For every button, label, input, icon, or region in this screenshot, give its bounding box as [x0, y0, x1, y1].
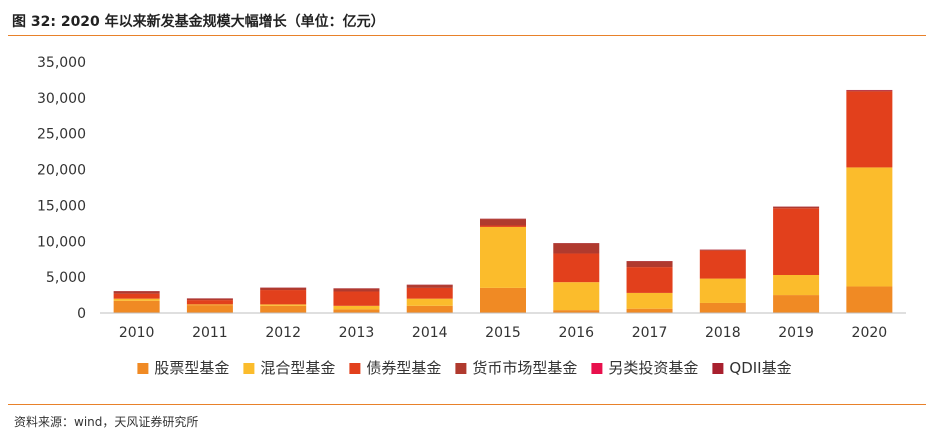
bar-segment	[186, 298, 233, 301]
legend-label: 股票型基金	[154, 359, 229, 377]
legend-swatch	[712, 363, 724, 374]
bar-segment	[553, 253, 600, 283]
bar-segment	[773, 295, 820, 313]
legend-label: 债券型基金	[366, 359, 441, 377]
bar-segment	[553, 243, 600, 254]
y-tick-label: 10,000	[37, 234, 86, 250]
chart-area: 0 5,000 10,000 15,000 20,000 25,000 30,000 35,0…	[0, 40, 934, 400]
bar-segment	[699, 278, 746, 303]
y-tick-label: 0	[77, 306, 86, 322]
bar-segment	[406, 287, 453, 299]
bar-segment	[699, 249, 746, 251]
x-tick-label: 2014	[412, 325, 448, 341]
legend-label: QDII基金	[729, 359, 791, 377]
bar-segment	[626, 292, 673, 309]
bar-segment	[260, 287, 307, 291]
bar-segment	[699, 250, 746, 279]
bar-segment	[260, 304, 307, 306]
bar-segment	[333, 291, 380, 306]
x-tick-label: 2013	[339, 325, 375, 341]
stacked-bar-chart: 0 5,000 10,000 15,000 20,000 25,000 30,000 35,0…	[37, 55, 906, 377]
y-tick-label: 25,000	[37, 127, 86, 143]
bar-segment	[113, 298, 160, 301]
bar-segment	[333, 305, 380, 310]
bar-segment	[699, 302, 746, 313]
figure-title: 图 32: 2020 年以来新发基金规模大幅增长（单位：亿元）	[12, 14, 385, 30]
bar-segment	[113, 291, 160, 294]
legend-swatch	[591, 363, 603, 374]
legend-swatch	[137, 363, 149, 374]
source-note: 资料来源：wind，天风证券研究所	[14, 415, 199, 429]
x-tick-label: 2015	[485, 325, 521, 341]
bar-segment	[480, 226, 526, 288]
bar-segment	[846, 89, 893, 91]
bar-segment	[480, 287, 526, 313]
bar-segment	[773, 274, 820, 296]
bar-segment	[626, 308, 673, 313]
bar-segment	[186, 304, 233, 306]
bar-segment	[260, 290, 307, 305]
bar-segment	[846, 286, 893, 313]
x-tick-label: 2017	[632, 325, 668, 341]
bar-segment	[480, 219, 526, 226]
bar-segment	[406, 285, 453, 288]
bar-segment	[553, 282, 600, 311]
x-axis: 2010 2011 2012 2013 2014 2015 2016 2017 2018 2019…	[100, 312, 906, 341]
legend-swatch	[243, 363, 255, 374]
bar-segment	[773, 208, 820, 275]
figure-header: 图 32: 2020 年以来新发基金规模大幅增长（单位：亿元）	[8, 6, 926, 36]
y-tick-label: 35,000	[37, 55, 86, 71]
bar-segment	[846, 90, 893, 92]
bar-segment	[406, 298, 453, 306]
legend-swatch	[349, 363, 361, 374]
x-tick-label: 2016	[558, 325, 594, 341]
bar-segment	[773, 206, 820, 209]
bar-segment	[626, 261, 673, 268]
y-tick-label: 20,000	[37, 163, 86, 179]
legend-label: 货币市场型基金	[472, 359, 577, 377]
y-axis: 0 5,000 10,000 15,000 20,000 25,000 30,000 35,0…	[37, 55, 86, 322]
bar-segment	[186, 300, 233, 305]
bars	[113, 89, 893, 313]
bar-segment	[480, 225, 526, 227]
bar-segment	[553, 310, 600, 313]
bar-segment	[113, 293, 160, 299]
x-tick-label: 2020	[852, 325, 888, 341]
y-tick-label: 15,000	[37, 198, 86, 214]
y-tick-label: 5,000	[46, 270, 86, 286]
legend-swatch	[455, 363, 467, 374]
x-tick-label: 2010	[119, 325, 155, 341]
figure-footer: 资料来源：wind，天风证券研究所	[8, 404, 926, 434]
x-tick-label: 2018	[705, 325, 741, 341]
bar-segment	[333, 309, 380, 313]
bar-segment	[113, 300, 160, 313]
bar-segment	[186, 305, 233, 313]
bar-segment	[406, 305, 453, 313]
x-tick-label: 2011	[192, 325, 228, 341]
bar-segment	[333, 288, 380, 292]
legend-label: 另类投资基金	[608, 359, 698, 377]
bar-segment	[846, 167, 893, 287]
x-tick-label: 2019	[778, 325, 814, 341]
legend: 股票型基金 混合型基金 债券型基金 货币市场型基金 另类投资基金 QDII基金	[137, 359, 792, 377]
x-tick-label: 2012	[265, 325, 301, 341]
bar-segment	[846, 91, 893, 168]
y-tick-label: 30,000	[37, 91, 86, 107]
bar-segment	[626, 267, 673, 293]
bar-segment	[260, 305, 307, 313]
legend-label: 混合型基金	[260, 359, 335, 377]
